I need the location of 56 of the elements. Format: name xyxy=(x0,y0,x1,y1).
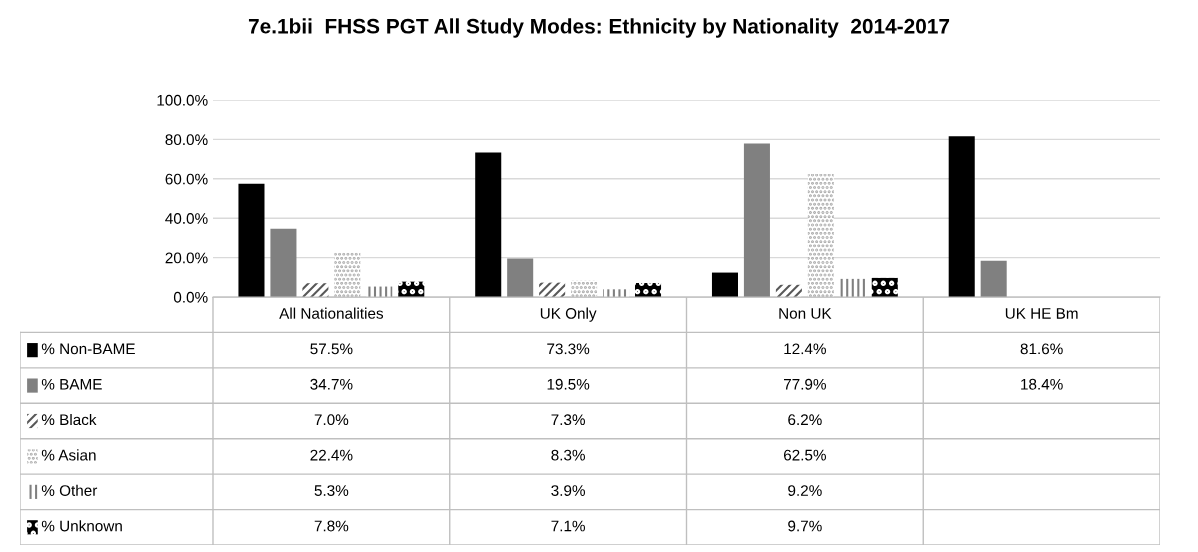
bar xyxy=(711,272,738,297)
bar xyxy=(539,282,566,297)
x-tick-label: UK HE Bm xyxy=(1005,308,1078,319)
bar xyxy=(238,183,265,297)
bar xyxy=(398,281,425,297)
chart-title: 7e.1bii FHSS PGT All Study Modes: Ethnicity by Nationality 2014-2017 xyxy=(248,18,950,38)
data-label: 7.0% xyxy=(314,414,349,426)
bar xyxy=(635,283,662,297)
data-label: 9.2% xyxy=(788,485,822,496)
y-tick-label: 40.0% xyxy=(165,213,208,224)
bar xyxy=(270,228,297,297)
data-label: 3.9% xyxy=(551,485,585,496)
bar xyxy=(603,289,630,297)
data-label: 9.7% xyxy=(788,520,822,532)
data-label: 22.4% xyxy=(310,449,353,461)
data-label: 18.4% xyxy=(1021,378,1063,390)
data-label: 12.4% xyxy=(784,343,826,355)
data-label: 7.1% xyxy=(551,520,585,532)
data-label: 73.3% xyxy=(547,343,590,355)
data-label: 57.5% xyxy=(310,343,353,355)
data-label: 8.3% xyxy=(551,449,585,461)
legend-label: % BAME xyxy=(41,378,102,390)
y-tick-label: 20.0% xyxy=(165,252,208,264)
data-label: 62.5% xyxy=(783,449,826,461)
data-label: 81.6% xyxy=(1020,343,1063,355)
legend-label: % Asian xyxy=(41,449,96,461)
bar xyxy=(334,252,361,297)
x-tick-label: Non UK xyxy=(779,308,832,319)
legend-label: % Unknown xyxy=(41,520,122,532)
bar xyxy=(743,143,770,297)
bar xyxy=(948,136,975,297)
bar xyxy=(980,260,1007,297)
bar xyxy=(571,280,598,297)
data-label: 6.2% xyxy=(788,414,822,426)
x-tick-label: UK Only xyxy=(540,307,597,322)
y-tick-label: 0.0% xyxy=(173,291,208,303)
legend-label: % Black xyxy=(41,413,97,426)
legend-label: % Other xyxy=(41,484,98,496)
y-tick-label: 100.0% xyxy=(157,94,208,106)
bar xyxy=(302,283,329,297)
bar xyxy=(807,173,834,297)
data-label: 7.3% xyxy=(551,414,585,426)
bar xyxy=(775,284,802,297)
bar xyxy=(871,277,898,297)
x-tick-label: All Nationalities xyxy=(279,307,384,319)
data-label: 19.5% xyxy=(547,378,590,390)
data-label: 7.8% xyxy=(314,520,349,532)
legend-label: % Non-BAME xyxy=(41,343,135,355)
bar xyxy=(507,258,534,297)
data-label: 5.3% xyxy=(314,485,349,496)
bar xyxy=(475,152,502,297)
data-label: 77.9% xyxy=(784,378,826,390)
bar xyxy=(839,278,866,297)
y-tick-label: 60.0% xyxy=(165,173,208,185)
y-tick-label: 80.0% xyxy=(165,134,208,146)
data-label: 34.7% xyxy=(310,378,353,390)
